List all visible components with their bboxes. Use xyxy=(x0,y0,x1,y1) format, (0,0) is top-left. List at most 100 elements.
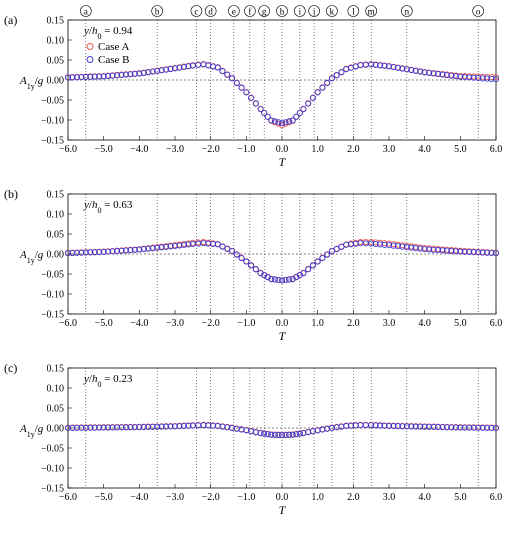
data-point xyxy=(394,423,401,430)
y-tick-label: 0.10 xyxy=(47,36,65,47)
data-point xyxy=(296,430,303,437)
data-point xyxy=(452,73,459,80)
data-point xyxy=(122,424,130,431)
x-tick-label: −1.0 xyxy=(237,318,255,329)
data-point xyxy=(271,431,278,438)
y-axis-label: A1y/g xyxy=(19,249,44,265)
data-point xyxy=(434,71,442,78)
data-point xyxy=(461,74,468,81)
data-point xyxy=(131,70,138,77)
data-point xyxy=(136,424,143,431)
data-point xyxy=(252,100,259,107)
x-axis-label: T xyxy=(279,329,287,343)
data-point xyxy=(372,422,379,429)
data-point xyxy=(224,245,231,252)
data-point xyxy=(91,73,98,80)
data-point xyxy=(171,65,179,72)
data-point xyxy=(275,432,282,439)
data-point xyxy=(113,248,121,255)
data-point xyxy=(293,274,300,281)
data-point xyxy=(426,246,433,253)
data-point xyxy=(180,241,187,249)
data-point xyxy=(118,71,125,79)
data-point xyxy=(73,424,80,431)
data-point xyxy=(154,423,161,430)
data-point xyxy=(448,424,455,431)
data-point xyxy=(461,248,468,255)
data-point xyxy=(488,249,495,257)
marker-circle-f xyxy=(244,5,256,17)
data-point xyxy=(293,431,300,438)
data-point xyxy=(368,61,375,68)
data-point xyxy=(105,248,112,255)
data-point xyxy=(390,423,397,430)
x-tick-label: −5.0 xyxy=(95,144,113,155)
data-point xyxy=(452,424,459,431)
legend-marker-case-a xyxy=(86,43,94,50)
y-tick-label: 0.00 xyxy=(47,76,65,87)
data-point xyxy=(372,61,379,68)
data-point xyxy=(492,250,500,257)
data-point xyxy=(286,276,293,283)
data-point xyxy=(492,76,500,83)
marker-label-h: h xyxy=(280,7,285,17)
data-point xyxy=(457,73,464,80)
data-point xyxy=(434,424,442,431)
data-point xyxy=(171,242,179,250)
data-point xyxy=(109,424,116,431)
data-point xyxy=(368,422,375,429)
data-point xyxy=(466,248,473,256)
data-point xyxy=(233,251,240,258)
y-tick-label: −0.10 xyxy=(41,290,64,301)
data-point xyxy=(96,73,103,80)
marker-label-l: l xyxy=(352,7,355,17)
data-point xyxy=(167,243,174,250)
data-point xyxy=(238,84,245,91)
data-point xyxy=(87,424,94,431)
data-point xyxy=(96,424,103,431)
data-point xyxy=(264,113,271,120)
x-tick-label: 3.0 xyxy=(383,492,396,503)
data-point xyxy=(176,242,183,249)
data-point xyxy=(275,119,282,126)
x-tick-label: −1.0 xyxy=(237,492,255,503)
data-point xyxy=(257,270,264,277)
data-point xyxy=(278,120,286,127)
data-point xyxy=(439,424,446,431)
data-point xyxy=(309,262,316,269)
data-point xyxy=(91,424,98,431)
data-point xyxy=(479,249,486,256)
data-point xyxy=(333,72,340,79)
data-point xyxy=(452,248,459,255)
x-tick-label: 4.0 xyxy=(418,144,431,155)
data-point xyxy=(176,423,183,430)
x-tick-label: −6.0 xyxy=(59,318,77,329)
x-tick-label: 0.0 xyxy=(276,318,289,329)
data-point xyxy=(163,423,170,430)
data-point xyxy=(412,245,419,252)
data-point xyxy=(82,424,89,431)
data-point xyxy=(377,62,384,69)
data-point xyxy=(282,432,289,439)
data-point xyxy=(296,272,303,279)
data-point xyxy=(443,247,451,254)
data-point xyxy=(443,424,451,431)
data-point xyxy=(385,422,393,430)
data-point xyxy=(264,431,271,438)
data-point xyxy=(278,277,286,284)
data-point xyxy=(185,241,192,248)
x-tick-label: 1.0 xyxy=(311,144,324,155)
data-point xyxy=(390,64,397,71)
marker-circle-l xyxy=(347,5,360,17)
data-point xyxy=(314,89,321,96)
data-point xyxy=(484,249,491,256)
data-point xyxy=(96,249,103,256)
marker-circle-m xyxy=(365,5,377,17)
data-point xyxy=(140,69,147,76)
data-point xyxy=(426,423,433,430)
data-point xyxy=(268,431,275,438)
data-point xyxy=(243,89,250,96)
data-point xyxy=(470,74,477,81)
data-point xyxy=(268,117,275,124)
